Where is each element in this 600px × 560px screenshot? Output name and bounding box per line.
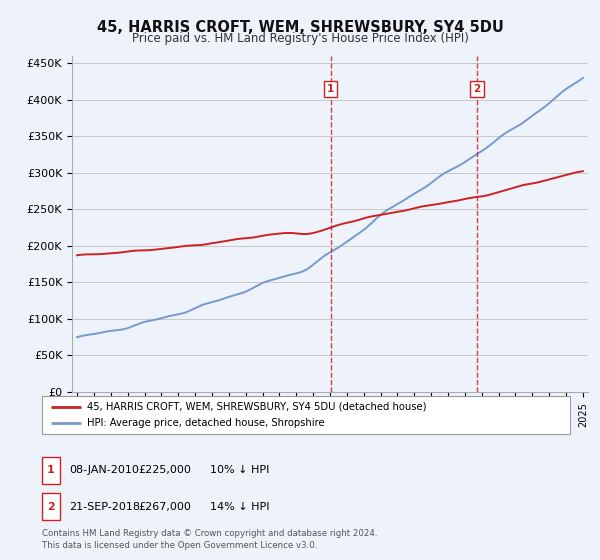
Text: £225,000: £225,000 bbox=[138, 465, 191, 475]
Text: 1: 1 bbox=[327, 84, 334, 94]
Text: 45, HARRIS CROFT, WEM, SHREWSBURY, SY4 5DU (detached house): 45, HARRIS CROFT, WEM, SHREWSBURY, SY4 5… bbox=[87, 402, 427, 412]
Text: 14% ↓ HPI: 14% ↓ HPI bbox=[210, 502, 269, 512]
Text: 10% ↓ HPI: 10% ↓ HPI bbox=[210, 465, 269, 475]
Text: £267,000: £267,000 bbox=[138, 502, 191, 512]
Text: HPI: Average price, detached house, Shropshire: HPI: Average price, detached house, Shro… bbox=[87, 418, 325, 428]
Text: 21-SEP-2018: 21-SEP-2018 bbox=[69, 502, 140, 512]
Text: 2: 2 bbox=[47, 502, 55, 512]
Text: Contains HM Land Registry data © Crown copyright and database right 2024.
This d: Contains HM Land Registry data © Crown c… bbox=[42, 529, 377, 550]
Text: 2: 2 bbox=[473, 84, 481, 94]
Text: Price paid vs. HM Land Registry's House Price Index (HPI): Price paid vs. HM Land Registry's House … bbox=[131, 32, 469, 45]
Text: 1: 1 bbox=[47, 465, 55, 475]
Text: 08-JAN-2010: 08-JAN-2010 bbox=[69, 465, 139, 475]
Text: 45, HARRIS CROFT, WEM, SHREWSBURY, SY4 5DU: 45, HARRIS CROFT, WEM, SHREWSBURY, SY4 5… bbox=[97, 20, 503, 35]
